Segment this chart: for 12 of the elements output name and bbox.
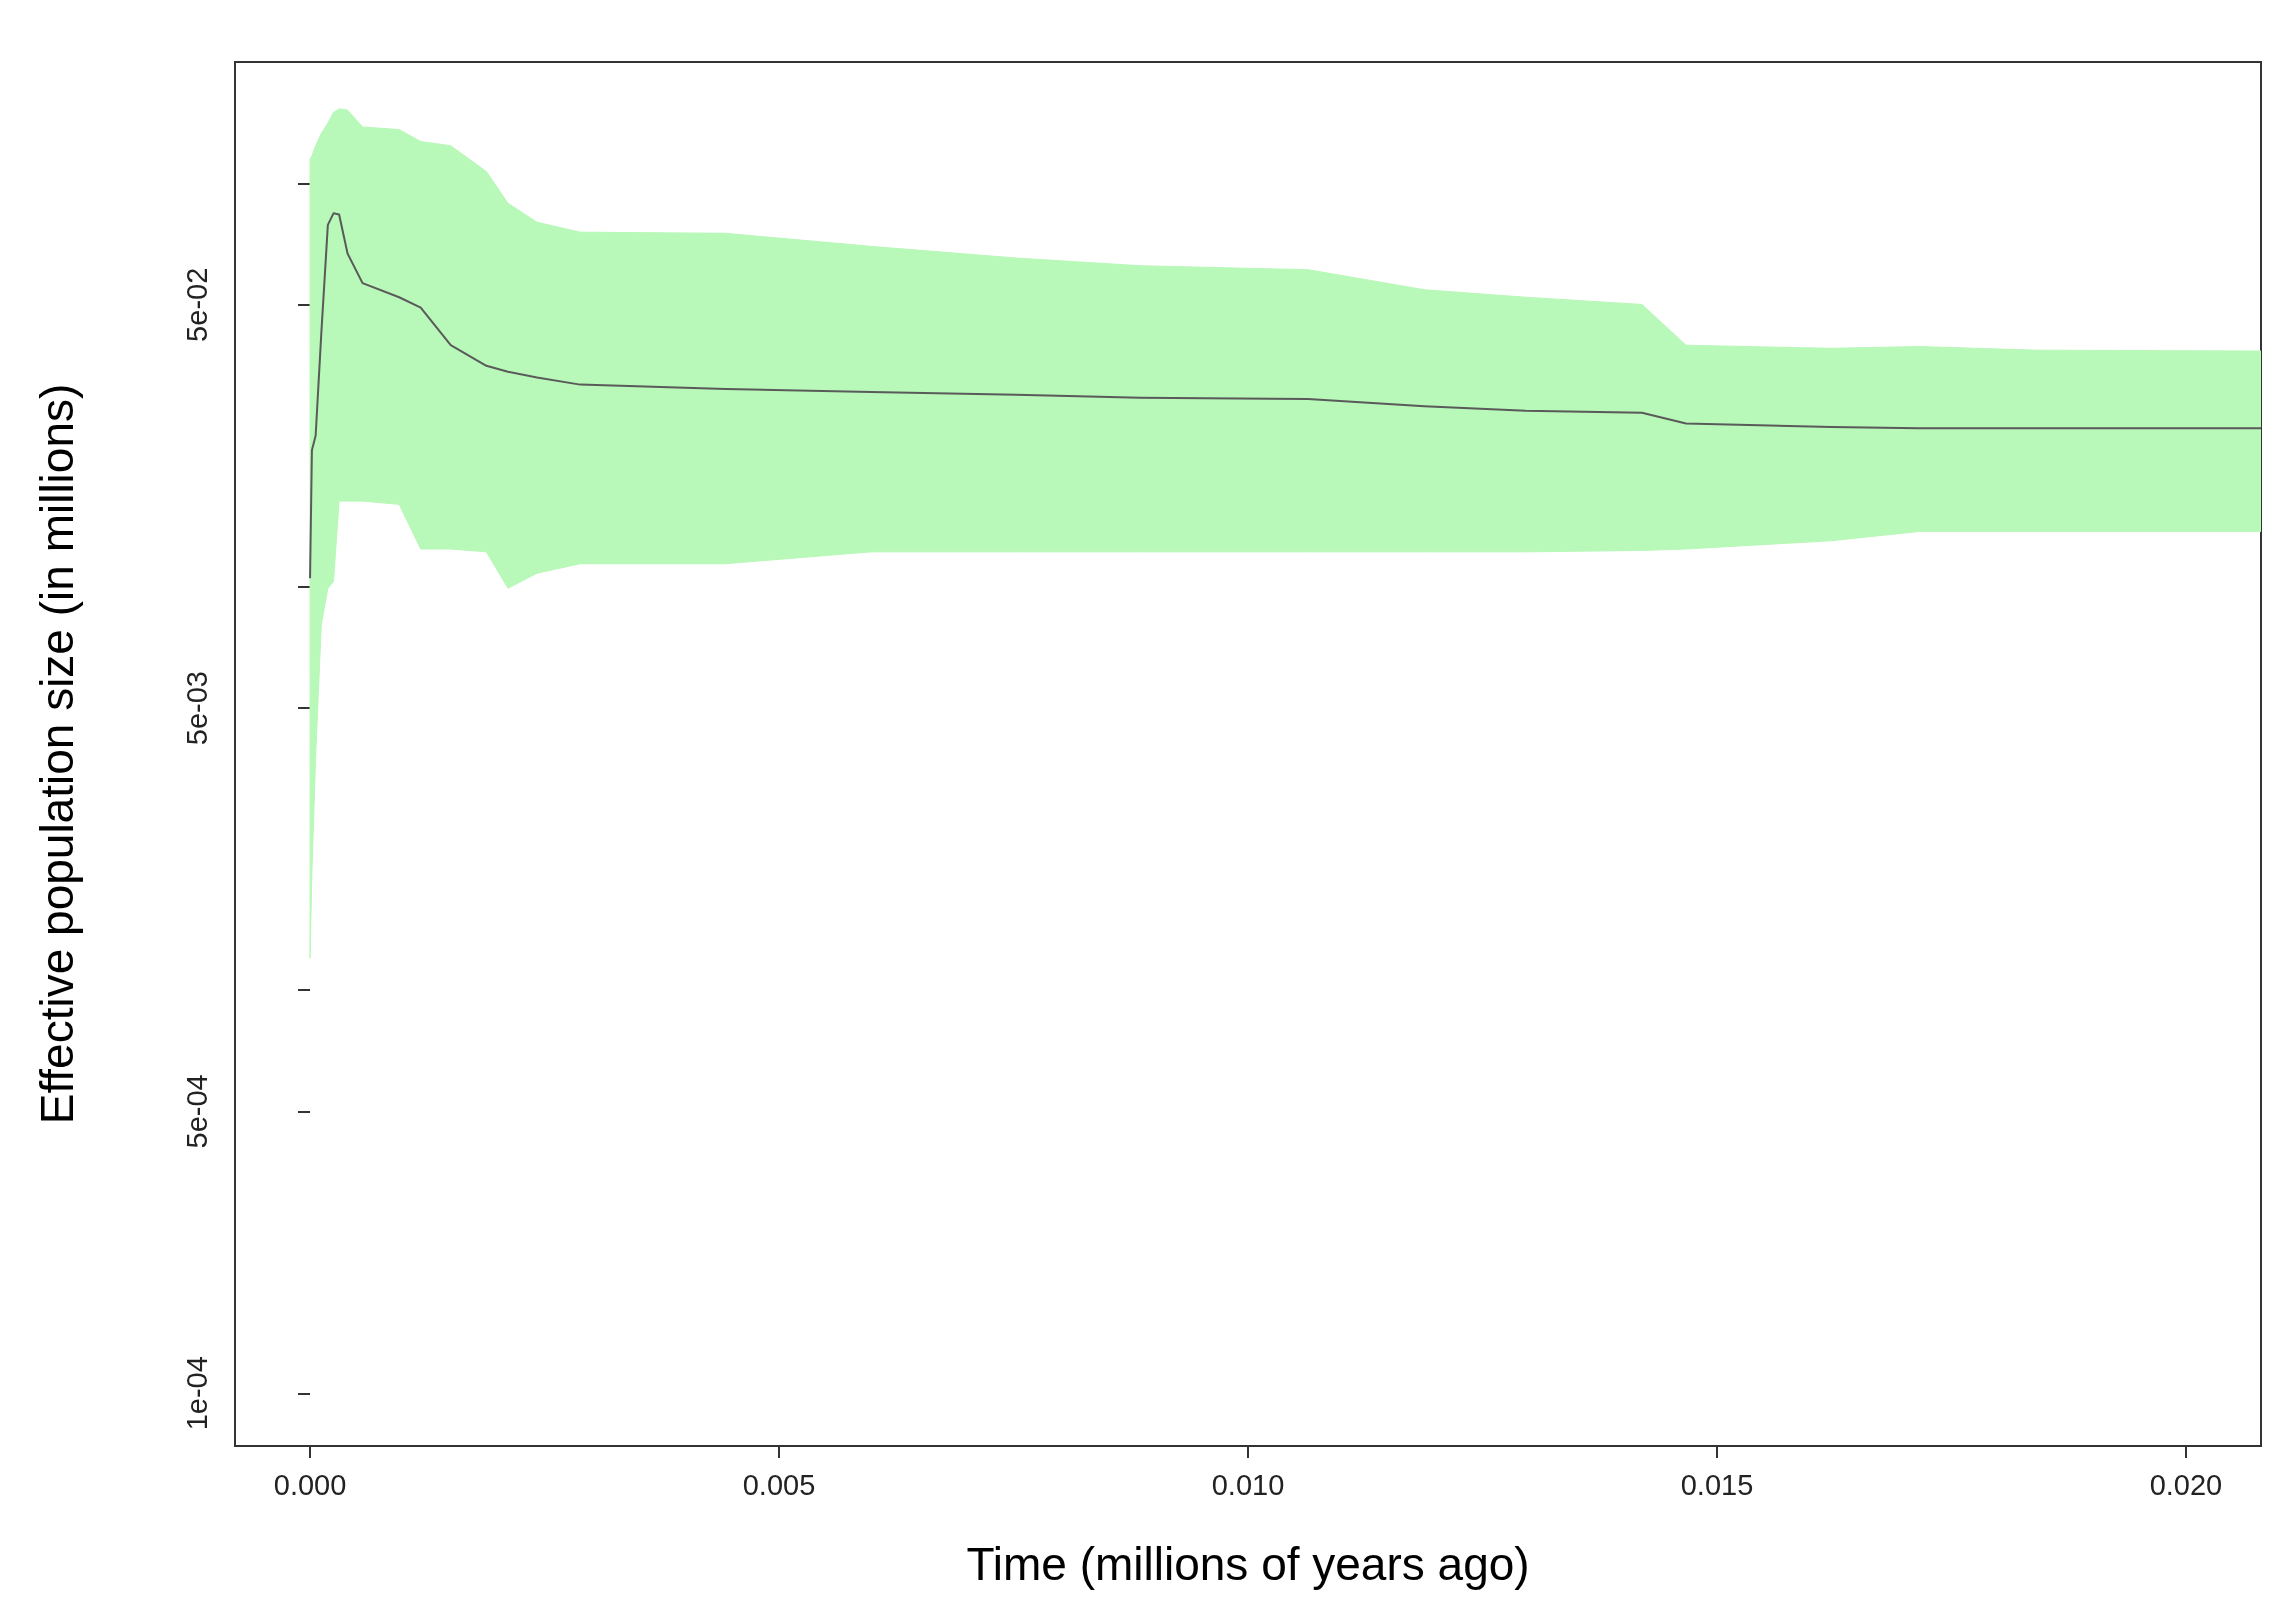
x-tick-label: 0.020 (2149, 1468, 2223, 1501)
x-tick-label: 0.005 (742, 1468, 816, 1501)
y-tick-label: 5e-03 (180, 671, 213, 746)
x-tick-label: 0.000 (273, 1468, 347, 1501)
y-tick-label: 1e-04 (180, 1356, 213, 1431)
x-axis-title: Time (millions of years ago) (966, 1538, 1530, 1590)
line-series (309, 212, 2262, 580)
y-tick-label: 5e-04 (180, 1074, 213, 1149)
y-axis-title: Effective population size (in millions) (31, 383, 83, 1125)
y-tick-label: 5e-02 (180, 267, 213, 342)
x-tick-label: 0.015 (1680, 1468, 1754, 1501)
x-tick-label: 0.010 (1211, 1468, 1285, 1501)
